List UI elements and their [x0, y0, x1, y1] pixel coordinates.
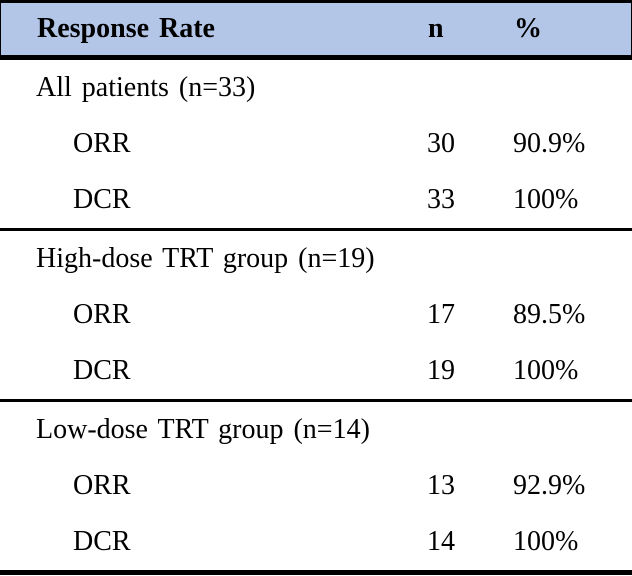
section-high-dose-trt: High-dose TRT group (n=19) ORR 17 89.5% … [0, 231, 632, 402]
section-title: Low-dose TRT group (n=14) [36, 414, 370, 445]
section-title: All patients (n=33) [36, 72, 256, 103]
row-percent-value: 89.5% [513, 299, 586, 330]
header-response-rate: Response Rate [37, 13, 215, 44]
table-row: DCR 33 100% [0, 172, 632, 228]
row-percent-value: 100% [513, 526, 579, 557]
row-n-value: 30 [427, 128, 455, 159]
row-percent-value: 100% [513, 355, 579, 386]
table-header-row: Response Rate n % [0, 3, 632, 60]
row-label: ORR [73, 470, 131, 501]
table-row: DCR 19 100% [0, 343, 632, 399]
section-title-row: All patients (n=33) [0, 60, 632, 116]
section-low-dose-trt: Low-dose TRT group (n=14) ORR 13 92.9% D… [0, 402, 632, 570]
row-label: DCR [73, 184, 131, 215]
row-n-value: 14 [427, 526, 455, 557]
row-n-value: 33 [427, 184, 455, 215]
header-n: n [428, 13, 444, 44]
table-row: ORR 17 89.5% [0, 287, 632, 343]
row-percent-value: 90.9% [513, 128, 586, 159]
row-n-value: 19 [427, 355, 455, 386]
section-all-patients: All patients (n=33) ORR 30 90.9% DCR 33 … [0, 60, 632, 231]
section-title-row: Low-dose TRT group (n=14) [0, 402, 632, 458]
row-percent-value: 92.9% [513, 470, 586, 501]
table-row: DCR 14 100% [0, 514, 632, 570]
header-percent: % [514, 13, 542, 44]
row-n-value: 13 [427, 470, 455, 501]
table-row: ORR 13 92.9% [0, 458, 632, 514]
row-n-value: 17 [427, 299, 455, 330]
row-percent-value: 100% [513, 184, 579, 215]
row-label: ORR [73, 299, 131, 330]
section-title-row: High-dose TRT group (n=19) [0, 231, 632, 287]
row-label: ORR [73, 128, 131, 159]
table-row: ORR 30 90.9% [0, 116, 632, 172]
section-title: High-dose TRT group (n=19) [36, 243, 375, 274]
row-label: DCR [73, 355, 131, 386]
row-label: DCR [73, 526, 131, 557]
